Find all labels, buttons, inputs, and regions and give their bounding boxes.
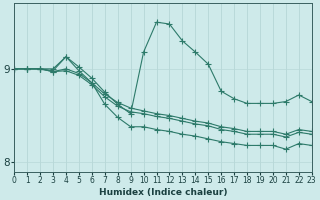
X-axis label: Humidex (Indice chaleur): Humidex (Indice chaleur) [99,188,227,197]
